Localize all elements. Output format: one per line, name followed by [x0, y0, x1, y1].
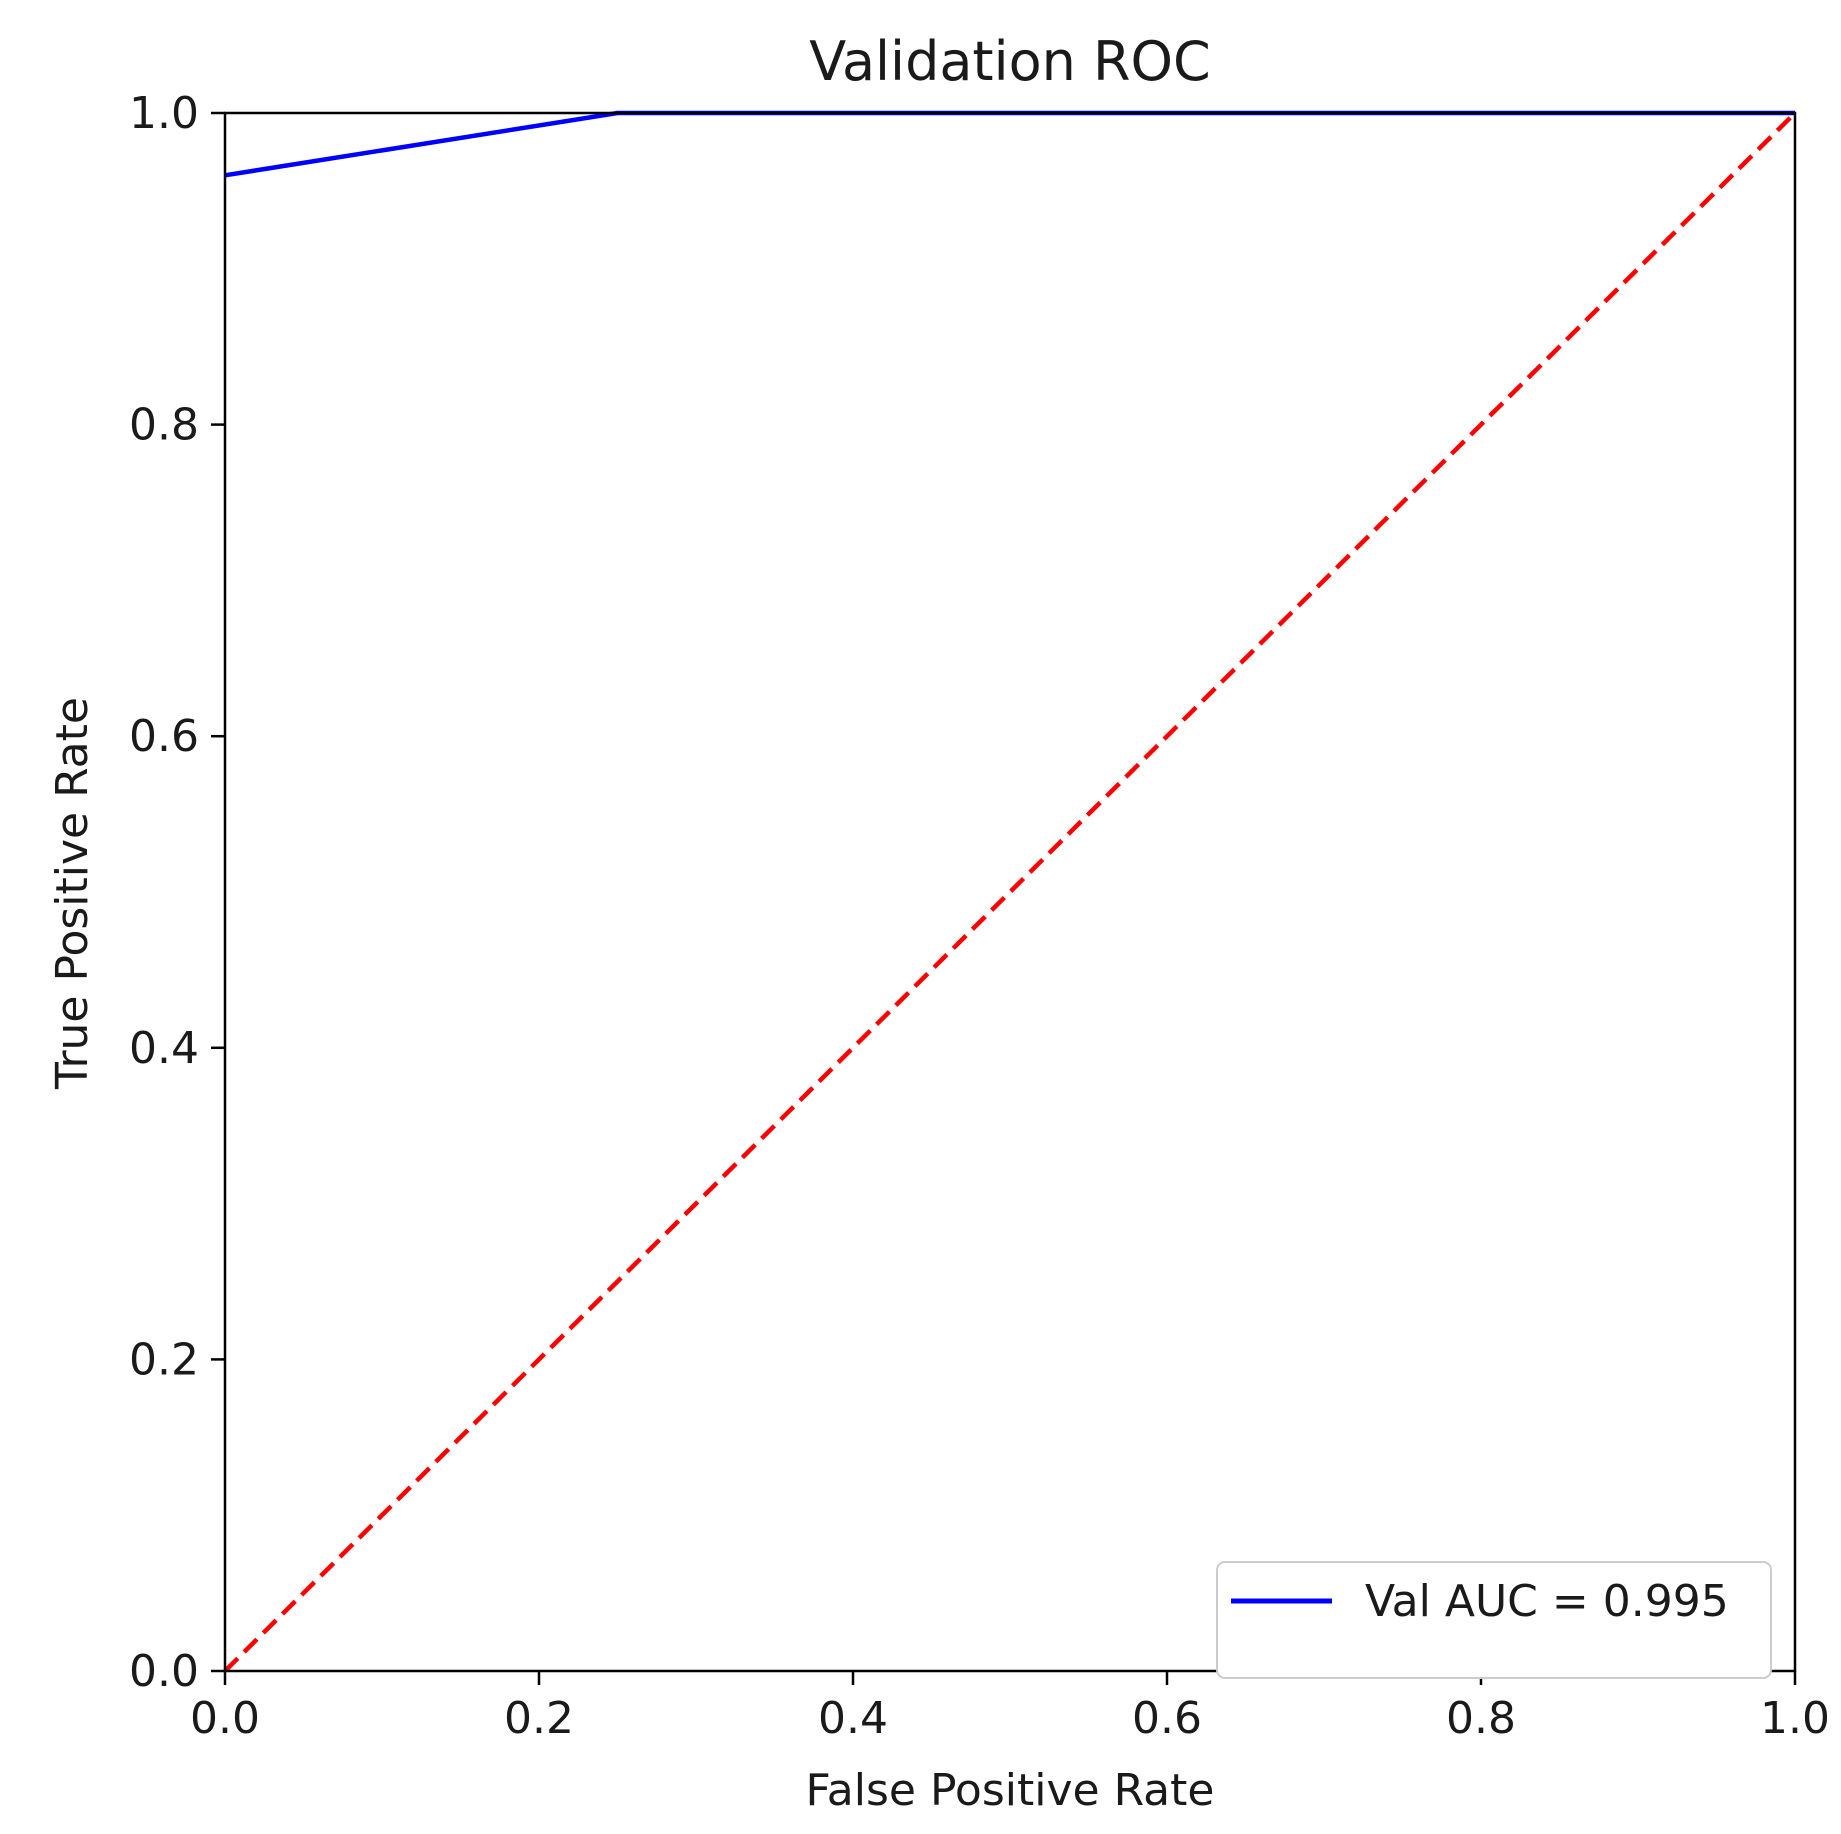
series-line-chance [223, 111, 1797, 1673]
y-axis-label: True Positive Rate [47, 697, 98, 1090]
x-tick-label: 1.0 [1760, 1693, 1830, 1744]
x-tick-label: 0.0 [190, 1693, 260, 1744]
series-line-val-auc [224, 110, 1795, 178]
plot-frame [223, 111, 1797, 1673]
x-tick-label: 0.8 [1446, 1693, 1516, 1744]
x-axis-ticks: 0.0 0.2 0.4 0.6 0.8 1.0 [190, 1671, 1830, 1744]
y-tick-label: 0.2 [129, 1334, 199, 1385]
x-tick-label: 0.6 [1132, 1693, 1202, 1744]
legend-box [1216, 1561, 1772, 1679]
y-axis-ticks: 0.0 0.2 0.4 0.6 0.8 1.0 [129, 88, 225, 1697]
plot-marks [223, 110, 1797, 1673]
x-tick-label: 0.2 [504, 1693, 574, 1744]
x-axis-label: False Positive Rate [806, 1765, 1215, 1816]
legend-label: Val AUC = 0.995 [1365, 1576, 1729, 1627]
y-tick-label: 0.0 [129, 1646, 199, 1697]
y-tick-label: 0.8 [129, 400, 199, 451]
y-tick-label: 1.0 [129, 88, 199, 139]
chart-title: Validation ROC [809, 30, 1211, 93]
x-tick-label: 0.4 [818, 1693, 888, 1744]
legend: Val AUC = 0.995 [1216, 1561, 1772, 1679]
y-tick-label: 0.4 [129, 1023, 199, 1074]
y-tick-label: 0.6 [129, 711, 199, 762]
